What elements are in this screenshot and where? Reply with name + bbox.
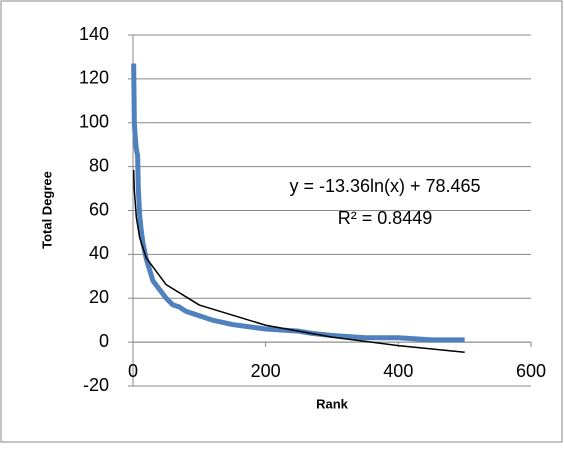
- annotation: R² = 0.8449: [338, 208, 433, 228]
- x-tick-label: 200: [251, 361, 281, 381]
- y-tick-label: 100: [79, 112, 109, 132]
- x-tick-label: 400: [383, 361, 413, 381]
- y-tick-label: 140: [79, 24, 109, 44]
- y-tick-label: -20: [83, 375, 109, 395]
- y-tick-label: 0: [99, 331, 109, 351]
- y-axis-title: Total Degree: [39, 171, 54, 249]
- y-tick-label: 40: [89, 243, 109, 263]
- annotation: y = -13.36ln(x) + 78.465: [289, 176, 480, 196]
- x-tick-label: 0: [128, 361, 138, 381]
- y-tick-label: 80: [89, 155, 109, 175]
- data-line: [131, 63, 465, 343]
- y-tick-label: 60: [89, 199, 109, 219]
- x-axis-title: Rank: [316, 396, 349, 411]
- y-tick-label: 20: [89, 287, 109, 307]
- y-tick-label: 120: [79, 68, 109, 88]
- x-tick-label: 600: [516, 361, 546, 381]
- trend-line: [132, 169, 465, 353]
